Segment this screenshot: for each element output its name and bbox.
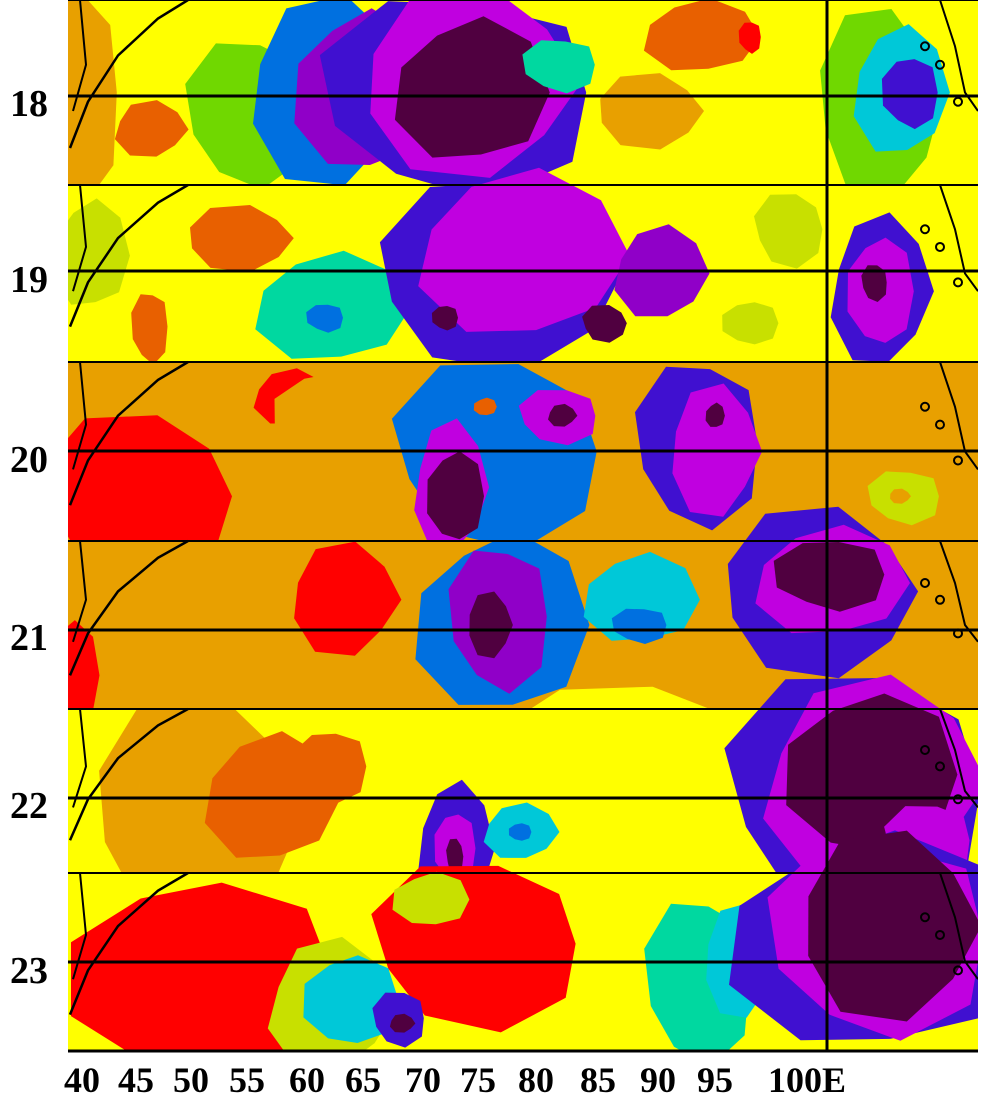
row-label-23: 23 bbox=[10, 950, 48, 992]
lon-label-50: 50 bbox=[173, 1060, 209, 1100]
coastline-west bbox=[68, 360, 189, 506]
coastline-west-inner bbox=[72, 708, 88, 808]
contour-region bbox=[303, 955, 399, 1043]
lon-label-80: 80 bbox=[518, 1060, 554, 1100]
lon-label-85: 85 bbox=[580, 1060, 616, 1100]
contour-region bbox=[389, 1013, 416, 1033]
island-mark bbox=[920, 912, 930, 923]
contour-region bbox=[306, 304, 343, 333]
contour-region bbox=[646, 652, 734, 700]
coastline-east bbox=[939, 361, 978, 470]
coastline-west bbox=[68, 871, 189, 1016]
contour-region bbox=[522, 40, 595, 94]
coastline-east bbox=[939, 184, 978, 292]
island-mark bbox=[935, 594, 945, 605]
island-mark bbox=[935, 241, 945, 252]
contour-region bbox=[68, 0, 117, 211]
contour-region bbox=[890, 488, 911, 504]
contour-region bbox=[190, 205, 294, 272]
contour-region bbox=[294, 541, 402, 656]
island-mark bbox=[953, 96, 963, 107]
coastline-east bbox=[939, 0, 978, 112]
contour-region bbox=[68, 620, 100, 725]
contour-region bbox=[881, 59, 938, 130]
contour-region bbox=[71, 882, 334, 1052]
contour-region bbox=[600, 73, 704, 150]
island-mark bbox=[935, 929, 945, 940]
lon-label-55: 55 bbox=[229, 1060, 265, 1100]
coastline-east bbox=[939, 540, 978, 643]
lon-label-70: 70 bbox=[405, 1060, 441, 1100]
contour-region bbox=[88, 557, 299, 740]
island-mark bbox=[920, 578, 930, 588]
row-label-22: 22 bbox=[10, 785, 48, 827]
map-panel-19 bbox=[68, 167, 978, 371]
coastline-west-inner bbox=[72, 361, 88, 470]
row-label-19: 19 bbox=[10, 259, 48, 301]
contour-region bbox=[114, 100, 189, 157]
contour-region bbox=[418, 167, 630, 332]
island-mark bbox=[920, 224, 930, 235]
row-label-21: 21 bbox=[10, 617, 48, 659]
row-label-20: 20 bbox=[10, 439, 48, 481]
contour-region bbox=[808, 830, 978, 1022]
contour-region bbox=[392, 871, 470, 925]
island-mark bbox=[953, 965, 963, 976]
contour-region bbox=[292, 733, 367, 804]
contour-region bbox=[738, 22, 761, 54]
contour-region bbox=[131, 294, 168, 365]
contour-region bbox=[508, 686, 751, 801]
island-mark bbox=[935, 59, 945, 70]
coastline-west-inner bbox=[72, 872, 88, 980]
contour-region bbox=[394, 16, 550, 158]
contour-region bbox=[754, 194, 823, 269]
coastline-east bbox=[939, 872, 978, 980]
lon-label-60: 60 bbox=[289, 1060, 325, 1100]
coastline-west bbox=[68, 539, 189, 676]
coastline-west bbox=[68, 0, 189, 149]
contour-region bbox=[255, 250, 410, 359]
lon-label-45: 45 bbox=[118, 1060, 154, 1100]
contour-region bbox=[508, 823, 532, 841]
contour-region bbox=[722, 302, 779, 345]
contour-region bbox=[473, 397, 497, 416]
contour-region bbox=[705, 402, 725, 427]
contour-region bbox=[643, 0, 760, 71]
contour-region bbox=[469, 591, 513, 659]
contour-region bbox=[611, 608, 667, 644]
panel-group bbox=[68, 0, 978, 1052]
island-mark bbox=[953, 277, 963, 288]
coastline-west-inner bbox=[72, 184, 88, 292]
island-mark bbox=[935, 419, 945, 430]
overlay-group bbox=[68, 0, 978, 1053]
island-mark bbox=[920, 41, 930, 52]
map-panel-18 bbox=[68, 0, 978, 211]
lon-label-95: 95 bbox=[697, 1060, 733, 1100]
coastline-west-inner bbox=[72, 540, 88, 643]
contour-region bbox=[427, 451, 484, 540]
lon-label-40: 40 bbox=[64, 1060, 100, 1100]
island-mark bbox=[935, 761, 945, 772]
lon-label-100E: 100E bbox=[768, 1060, 846, 1100]
coastline-west bbox=[68, 707, 189, 841]
contour-region bbox=[773, 542, 885, 612]
contour-region bbox=[582, 305, 627, 343]
label-group: 18 19 20 21 22 23 40 45 50 55 60 65 70 75 80 85 90 95 100E bbox=[10, 83, 846, 1100]
island-mark bbox=[920, 401, 930, 412]
lon-label-75: 75 bbox=[460, 1060, 496, 1100]
contour-region bbox=[431, 306, 458, 331]
island-mark bbox=[920, 745, 930, 755]
contour-region bbox=[548, 403, 578, 427]
coastline-west bbox=[68, 183, 189, 328]
row-label-18: 18 bbox=[10, 83, 48, 125]
lon-label-90: 90 bbox=[640, 1060, 676, 1100]
contour-region bbox=[861, 265, 887, 302]
lon-label-65: 65 bbox=[345, 1060, 381, 1100]
contour-region bbox=[274, 372, 387, 460]
island-mark bbox=[953, 455, 963, 466]
